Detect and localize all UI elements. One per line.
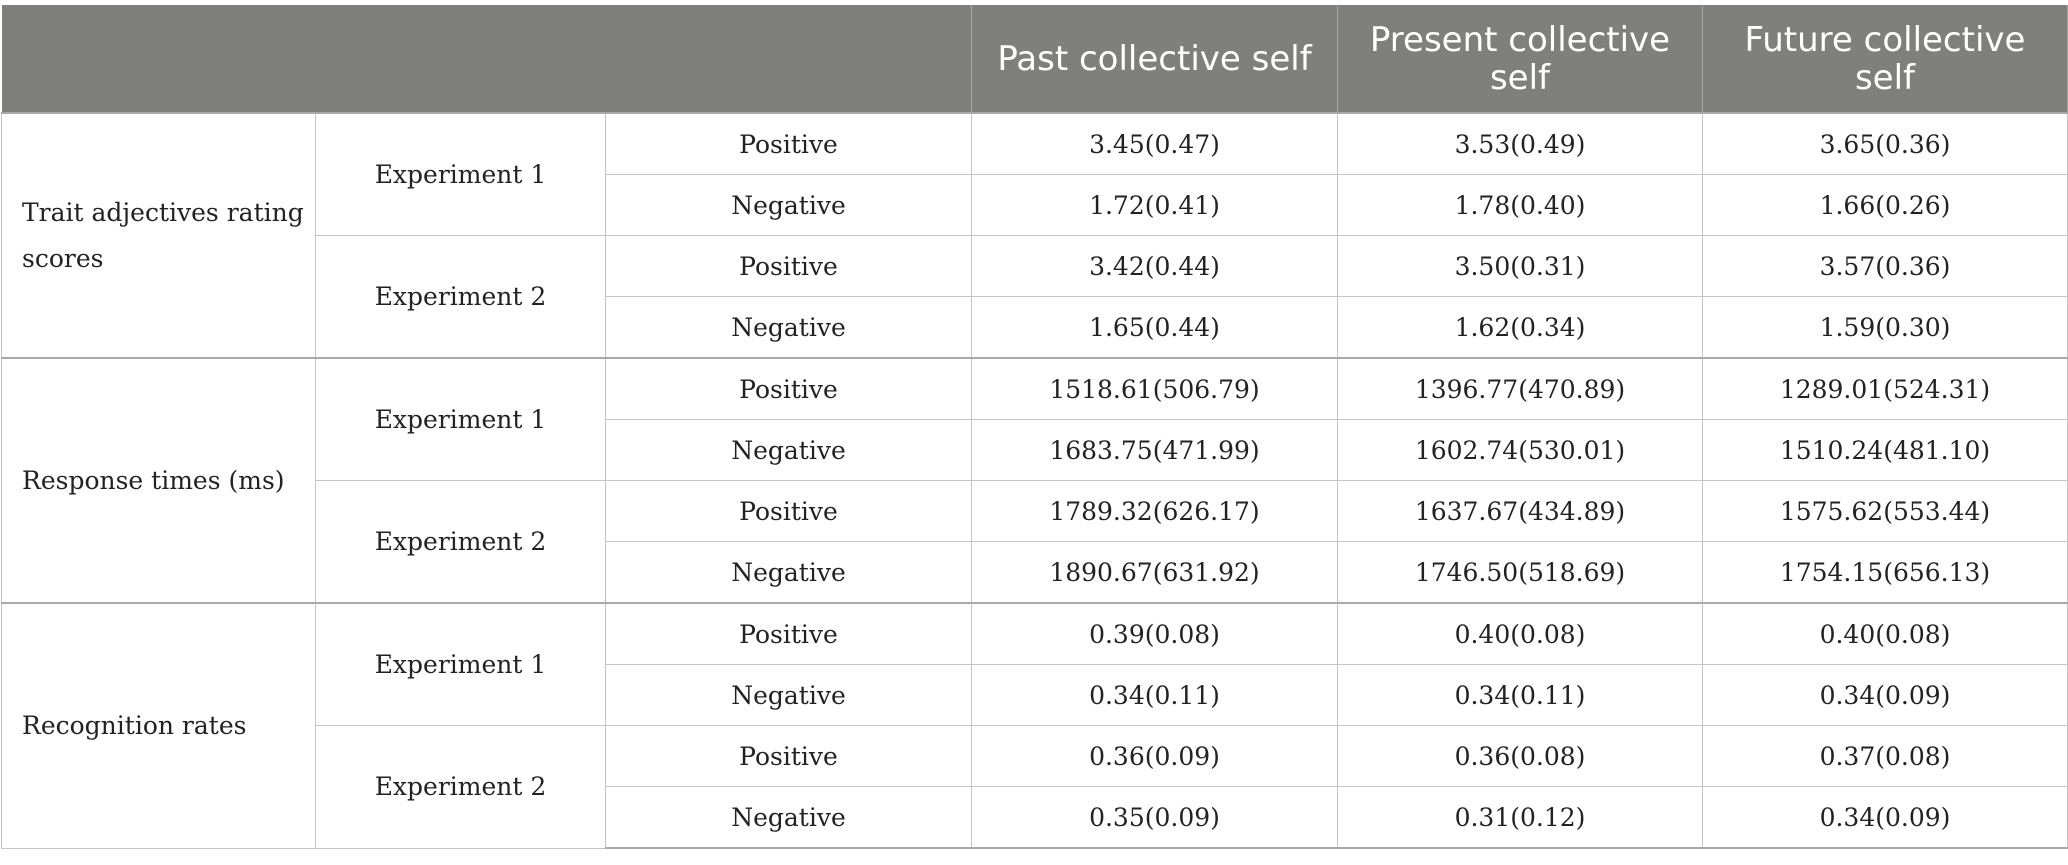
valence-label: Positive xyxy=(605,602,972,665)
present-value: 0.34(0.11) xyxy=(1337,664,1703,726)
table-row: Experiment 2 Positive 1789.32(626.17) 1637.… xyxy=(2,480,2068,604)
past-value: 1518.61(506.79) xyxy=(971,357,1338,420)
header-blank-cell xyxy=(1,5,972,113)
header-past-collective-self: Past collective self xyxy=(971,5,1338,113)
future-value: 1754.15(656.13) xyxy=(1702,541,2068,604)
present-value: 0.36(0.08) xyxy=(1337,725,1703,787)
past-value: 1.65(0.44) xyxy=(971,296,1338,359)
future-value: 0.40(0.08) xyxy=(1702,602,2068,665)
valence-label: Positive xyxy=(605,480,972,542)
metric-label: Recognition rates xyxy=(1,602,316,849)
past-value: 0.36(0.09) xyxy=(971,725,1338,787)
experiment-label: Experiment 2 xyxy=(315,725,606,849)
present-value: 1602.74(530.01) xyxy=(1337,419,1703,481)
valence-label: Positive xyxy=(605,357,972,420)
table-row: Recognition rates Experiment 1 Positive 0.3… xyxy=(1,602,2068,849)
present-value: 1637.67(434.89) xyxy=(1337,480,1703,542)
present-value: 1746.50(518.69) xyxy=(1337,541,1703,604)
past-value: 1.72(0.41) xyxy=(971,174,1338,236)
future-value: 0.34(0.09) xyxy=(1702,786,2068,849)
experiment-label: Experiment 1 xyxy=(315,357,606,481)
present-value: 0.31(0.12) xyxy=(1337,786,1703,849)
valence-label: Negative xyxy=(605,296,972,359)
past-value: 0.35(0.09) xyxy=(971,786,1338,849)
past-value: 3.42(0.44) xyxy=(971,235,1338,297)
table-row: Response times (ms) Experiment 1 Positive 1… xyxy=(1,357,2068,604)
past-value: 1683.75(471.99) xyxy=(971,419,1338,481)
future-value: 0.37(0.08) xyxy=(1702,725,2068,787)
valence-label: Negative xyxy=(605,664,972,726)
past-value: 0.34(0.11) xyxy=(971,664,1338,726)
past-value: 3.45(0.47) xyxy=(971,112,1338,175)
table-body: Trait adjectives rating scores Experiment… xyxy=(1,112,2068,849)
past-value: 1789.32(626.17) xyxy=(971,480,1338,542)
experiment-label: Experiment 2 xyxy=(315,235,606,359)
valence-label: Negative xyxy=(605,786,972,849)
future-value: 3.57(0.36) xyxy=(1702,235,2068,297)
future-value: 1.66(0.26) xyxy=(1702,174,2068,236)
future-value: 3.65(0.36) xyxy=(1702,112,2068,175)
valence-label: Negative xyxy=(605,541,972,604)
present-value: 1396.77(470.89) xyxy=(1337,357,1703,420)
valence-label: Positive xyxy=(605,725,972,787)
past-value: 0.39(0.08) xyxy=(971,602,1338,665)
present-value: 0.40(0.08) xyxy=(1337,602,1703,665)
table-row: Experiment 2 Positive 3.42(0.44) 3.50(0.31)… xyxy=(2,235,2068,359)
future-value: 1575.62(553.44) xyxy=(1702,480,2068,542)
valence-label: Positive xyxy=(605,235,972,297)
results-table: Past collective self Present collective … xyxy=(1,5,2068,849)
future-value: 1.59(0.30) xyxy=(1702,296,2068,359)
present-value: 3.50(0.31) xyxy=(1337,235,1703,297)
present-value: 1.78(0.40) xyxy=(1337,174,1703,236)
results-table-container: Past collective self Present collective … xyxy=(1,5,2068,849)
header-future-collective-self: Future collective self xyxy=(1702,5,2068,113)
present-value: 3.53(0.49) xyxy=(1337,112,1703,175)
valence-label: Negative xyxy=(605,174,972,236)
table-row: Trait adjectives rating scores Experiment… xyxy=(1,112,2068,359)
metric-label: Response times (ms) xyxy=(1,357,316,604)
table-row: Negative 1.65(0.44) 1.62(0.34) 1.59(0.30) xyxy=(2,296,2068,359)
table-row: Negative 1683.75(471.99) 1602.74(530.01) 15… xyxy=(2,419,2068,481)
table-row: Negative 1890.67(631.92) 1746.50(518.69) 17… xyxy=(2,541,2068,604)
past-value: 1890.67(631.92) xyxy=(971,541,1338,604)
experiment-label: Experiment 2 xyxy=(315,480,606,604)
header-row: Past collective self Present collective … xyxy=(1,5,2068,113)
experiment-label: Experiment 1 xyxy=(315,112,606,236)
future-value: 1510.24(481.10) xyxy=(1702,419,2068,481)
header-present-collective-self: Present collective self xyxy=(1337,5,1703,113)
table-row: Negative 0.35(0.09) 0.31(0.12) 0.34(0.09) xyxy=(2,786,2068,849)
experiment-label: Experiment 1 xyxy=(315,602,606,726)
future-value: 0.34(0.09) xyxy=(1702,664,2068,726)
valence-label: Positive xyxy=(605,112,972,175)
metric-label: Trait adjectives rating scores xyxy=(1,112,316,359)
present-value: 1.62(0.34) xyxy=(1337,296,1703,359)
future-value: 1289.01(524.31) xyxy=(1702,357,2068,420)
valence-label: Negative xyxy=(605,419,972,481)
